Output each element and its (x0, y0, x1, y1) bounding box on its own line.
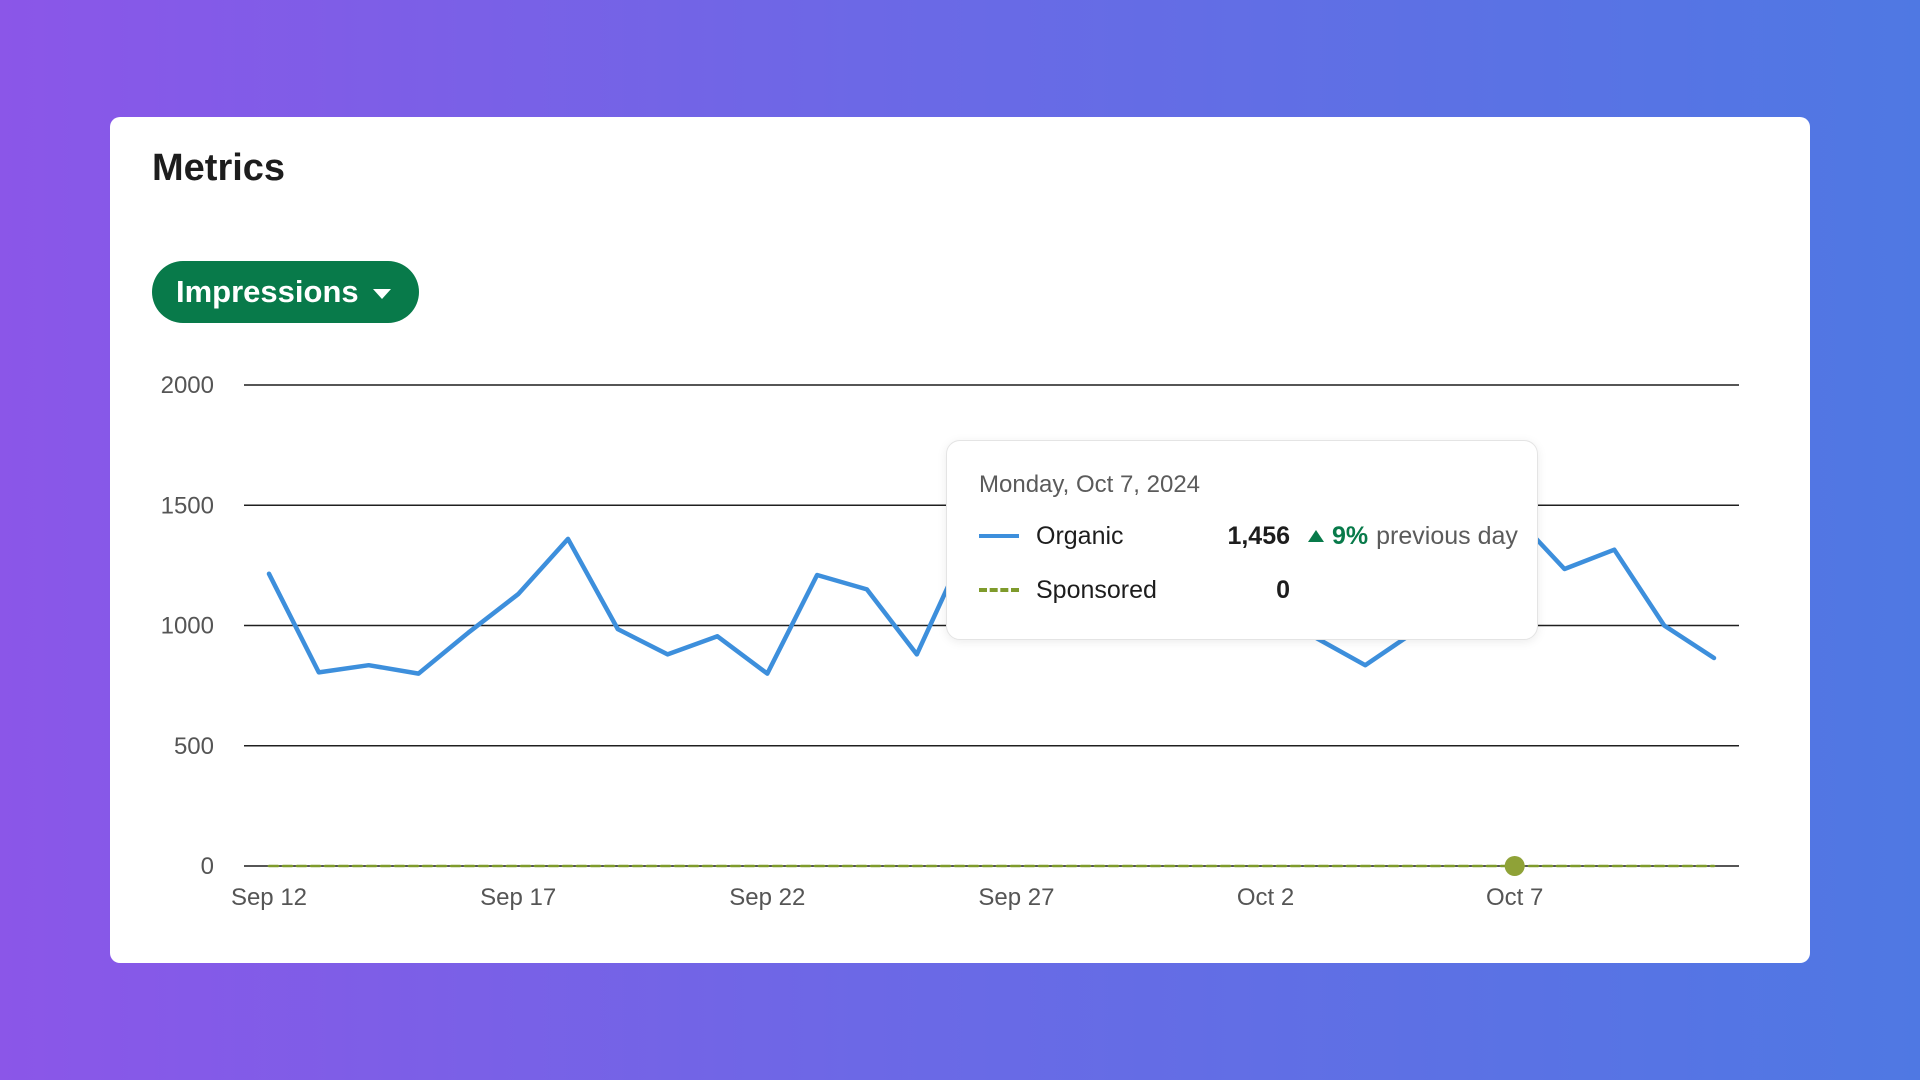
y-tick-label: 0 (201, 853, 214, 880)
impressions-dropdown[interactable]: Impressions (152, 261, 419, 323)
x-tick-label: Sep 22 (729, 884, 805, 911)
card-title: Metrics (152, 147, 286, 189)
y-axis: 0 500 1000 1500 2000 (161, 372, 214, 880)
tooltip-row-sponsored: Sponsored 0 (979, 575, 1290, 605)
tooltip-change-comparison: previous day (1376, 521, 1518, 550)
hover-point-marker (1504, 856, 1525, 876)
y-tick-label: 1000 (161, 613, 214, 640)
tooltip-row-organic: Organic 1,456 9% previous day (979, 521, 1518, 551)
y-tick-label: 1500 (161, 492, 214, 519)
chevron-down-icon (372, 288, 391, 299)
arrow-up-icon (1308, 530, 1324, 542)
hover-markers (1504, 856, 1525, 876)
y-tick-label: 500 (174, 733, 214, 760)
y-tick-label: 2000 (161, 372, 214, 399)
x-tick-label: Oct 7 (1486, 884, 1543, 911)
x-axis: Sep 12 Sep 17 Sep 22 Sep 27 Oct 2 Oct 7 (231, 884, 1543, 911)
tooltip-series-name: Organic (1036, 521, 1124, 550)
sponsored-legend-swatch (979, 588, 1019, 592)
x-tick-label: Oct 2 (1237, 884, 1294, 911)
tooltip-series-value: 1,456 (1227, 521, 1290, 550)
x-tick-label: Sep 27 (978, 884, 1054, 911)
metrics-card: Metrics Impressions 0 500 1000 1500 2000 Sep… (110, 117, 1810, 963)
tooltip-series-name: Sponsored (1036, 575, 1157, 604)
tooltip-date: Monday, Oct 7, 2024 (979, 471, 1201, 498)
chart-tooltip: Monday, Oct 7, 2024 Organic 1,456 9% pre… (946, 440, 1538, 640)
tooltip-change-percent: 9% (1332, 521, 1369, 550)
organic-legend-swatch (979, 534, 1019, 538)
x-tick-label: Sep 17 (480, 884, 556, 911)
dropdown-label: Impressions (176, 274, 359, 309)
x-tick-label: Sep 12 (231, 884, 307, 911)
tooltip-series-value: 0 (1276, 575, 1290, 604)
